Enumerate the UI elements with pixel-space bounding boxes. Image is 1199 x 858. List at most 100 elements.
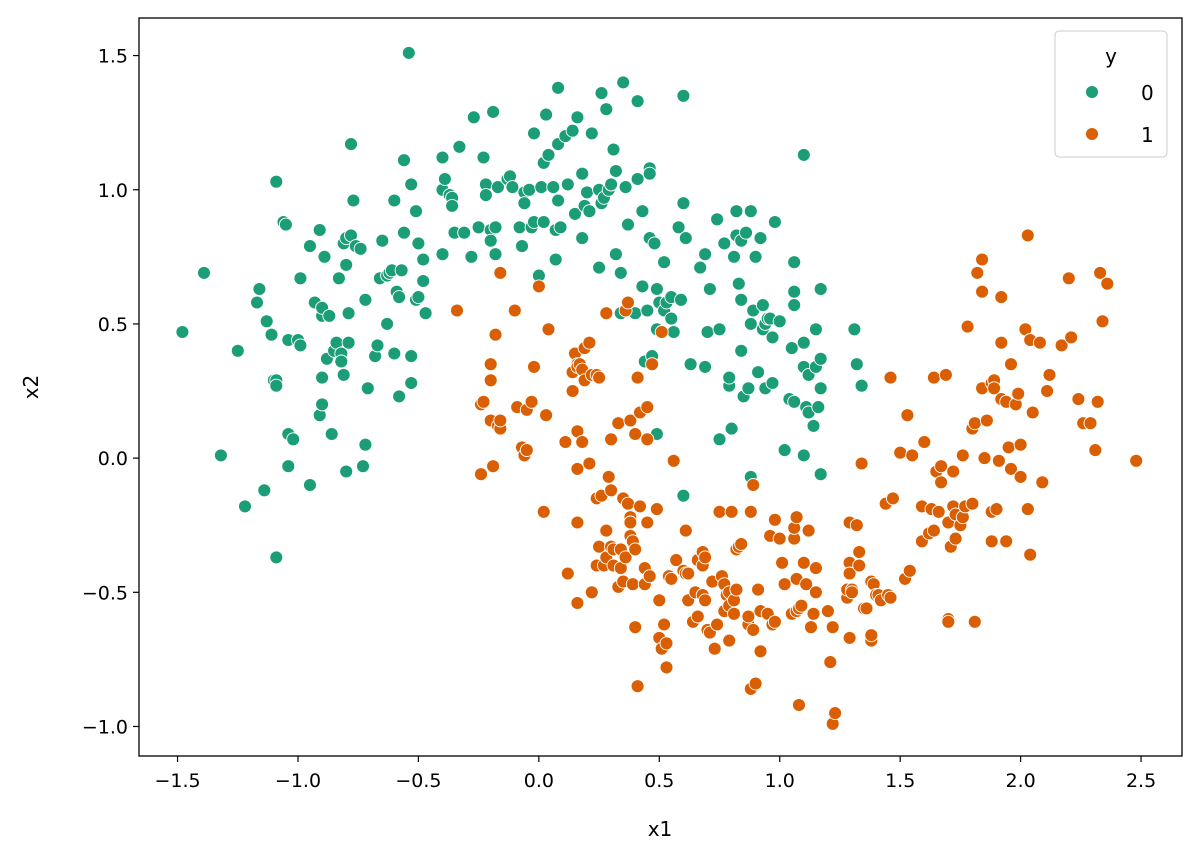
point-class-0: [674, 292, 688, 307]
point-class-0: [401, 45, 416, 60]
point-class-0: [397, 153, 411, 168]
point-class-1: [741, 609, 756, 624]
point-class-1: [1083, 416, 1098, 431]
point-class-1: [592, 370, 607, 385]
point-class-0: [370, 338, 385, 353]
point-class-0: [734, 343, 749, 358]
point-class-0: [570, 110, 585, 125]
point-class-0: [252, 282, 267, 296]
point-class-1: [825, 620, 840, 635]
point-class-1: [599, 306, 614, 321]
point-class-1: [524, 394, 539, 409]
point-class-0: [486, 104, 501, 119]
point-class-1: [1020, 228, 1035, 243]
point-class-1: [1004, 461, 1018, 476]
point-class-0: [527, 126, 541, 141]
point-class-0: [416, 252, 431, 267]
point-class-0: [257, 483, 272, 498]
point-class-1: [570, 596, 585, 610]
point-class-0: [418, 306, 433, 321]
point-class-1: [775, 555, 790, 570]
point-class-1: [527, 359, 541, 374]
point-class-1: [864, 628, 879, 643]
point-class-0: [339, 464, 354, 479]
point-class-1: [902, 563, 917, 578]
point-class-1: [630, 679, 645, 694]
point-class-0: [411, 290, 426, 305]
point-class-0: [647, 236, 662, 251]
point-class-0: [551, 193, 566, 208]
point-class-0: [281, 459, 296, 474]
point-class-0: [676, 196, 691, 211]
point-class-1: [893, 445, 908, 460]
point-class-0: [238, 499, 252, 514]
point-class-0: [286, 432, 301, 447]
point-class-1: [854, 456, 869, 471]
legend: y 0 1: [1054, 30, 1168, 158]
point-class-0: [796, 448, 811, 463]
point-class-0: [767, 215, 782, 229]
point-class-1: [565, 384, 580, 398]
point-class-0: [404, 177, 419, 192]
point-class-0: [676, 88, 691, 103]
point-class-0: [698, 359, 713, 374]
point-class-1: [975, 284, 990, 299]
point-class-0: [312, 223, 327, 237]
point-class-1: [582, 335, 597, 350]
point-class-0: [515, 239, 529, 254]
x-tick-label: −1.5: [154, 770, 200, 792]
point-class-0: [269, 378, 284, 393]
point-class-0: [341, 335, 356, 350]
point-class-1: [989, 502, 1004, 517]
point-class-0: [657, 255, 672, 270]
point-class-1: [654, 325, 669, 339]
point-class-1: [1064, 330, 1079, 345]
point-class-1: [640, 400, 655, 415]
point-class-1: [1095, 314, 1110, 329]
point-class-1: [450, 303, 464, 318]
point-class-1: [842, 630, 857, 645]
x-tick-label: 1.5: [885, 770, 915, 792]
point-class-0: [445, 198, 460, 213]
point-class-0: [649, 282, 664, 296]
point-class-0: [813, 351, 828, 366]
x-tick-label: 1.0: [765, 770, 795, 792]
point-class-0: [387, 346, 402, 361]
point-class-0: [488, 247, 503, 262]
point-class-0: [452, 139, 467, 154]
y-axis-title: x2: [19, 375, 43, 400]
point-class-0: [356, 459, 370, 474]
point-class-1: [820, 604, 835, 619]
point-class-1: [849, 518, 864, 533]
point-class-1: [746, 622, 761, 637]
x-axis: −1.5 −1.0 −0.5 0.0 0.5 1.0 1.5 2.0 2.5: [154, 756, 1156, 792]
point-class-0: [813, 381, 828, 396]
x-tick-label: 0.5: [644, 770, 674, 792]
point-class-0: [404, 376, 419, 390]
point-class-0: [490, 180, 505, 195]
y-tick-label: 1.0: [98, 180, 128, 202]
point-class-1: [640, 432, 655, 447]
point-class-1: [519, 443, 534, 458]
point-class-1: [570, 515, 585, 530]
point-class-1: [792, 698, 806, 712]
point-class-0: [536, 215, 551, 229]
point-class-1: [975, 252, 990, 267]
point-class-0: [375, 233, 390, 248]
point-class-1: [746, 478, 761, 492]
point-class-1: [707, 641, 722, 656]
point-class-1: [1040, 384, 1055, 398]
point-class-1: [652, 593, 667, 608]
point-class-0: [534, 180, 549, 195]
point-class-0: [539, 107, 554, 122]
point-class-1: [486, 459, 501, 474]
point-class-0: [387, 193, 402, 208]
point-class-1: [698, 550, 713, 565]
point-class-1: [712, 504, 727, 519]
point-class-0: [755, 298, 770, 313]
y-axis: −1.0 −0.5 0.0 0.5 1.0 1.5: [82, 46, 139, 738]
point-class-1: [664, 571, 679, 586]
point-class-0: [464, 249, 479, 264]
point-class-0: [813, 467, 828, 482]
point-class-0: [666, 325, 681, 339]
